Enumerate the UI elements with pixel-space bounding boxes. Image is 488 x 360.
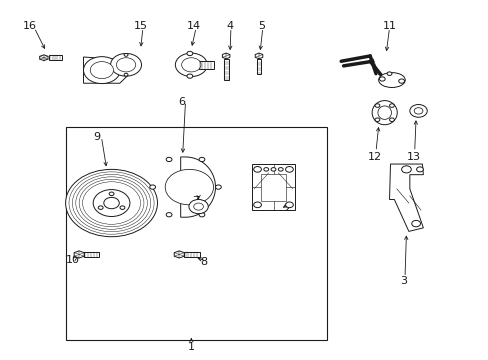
Circle shape bbox=[215, 185, 221, 189]
Circle shape bbox=[278, 168, 283, 171]
Bar bbox=[65, 127, 326, 339]
Text: 13: 13 bbox=[406, 152, 420, 162]
Text: 14: 14 bbox=[186, 21, 201, 31]
Text: 12: 12 bbox=[367, 152, 381, 162]
Circle shape bbox=[149, 185, 155, 189]
Polygon shape bbox=[174, 251, 184, 258]
Circle shape bbox=[285, 167, 293, 172]
Polygon shape bbox=[389, 164, 423, 231]
Text: 8: 8 bbox=[200, 257, 206, 266]
Circle shape bbox=[186, 74, 192, 78]
Circle shape bbox=[166, 213, 172, 217]
Text: 4: 4 bbox=[226, 21, 233, 31]
Bar bbox=[183, 252, 199, 257]
Polygon shape bbox=[180, 157, 215, 217]
Text: 11: 11 bbox=[382, 21, 396, 31]
Text: 10: 10 bbox=[66, 255, 80, 265]
Bar bbox=[223, 59, 228, 80]
Circle shape bbox=[379, 77, 385, 81]
Circle shape bbox=[124, 73, 128, 76]
Bar bbox=[251, 164, 295, 210]
Circle shape bbox=[199, 157, 204, 162]
Circle shape bbox=[411, 220, 420, 227]
Circle shape bbox=[83, 57, 120, 84]
Ellipse shape bbox=[377, 106, 391, 120]
Text: 2: 2 bbox=[284, 203, 291, 213]
Polygon shape bbox=[74, 251, 84, 258]
Text: 7: 7 bbox=[192, 196, 199, 206]
Circle shape bbox=[416, 167, 423, 172]
Bar bbox=[256, 59, 261, 74]
Bar bbox=[84, 252, 99, 257]
Circle shape bbox=[188, 199, 208, 214]
Bar bbox=[198, 60, 214, 69]
Circle shape bbox=[199, 213, 204, 217]
Circle shape bbox=[264, 168, 268, 171]
Text: 1: 1 bbox=[187, 342, 194, 352]
Circle shape bbox=[98, 206, 103, 210]
Ellipse shape bbox=[378, 73, 405, 87]
Circle shape bbox=[374, 118, 379, 122]
Circle shape bbox=[285, 202, 293, 208]
Bar bbox=[261, 174, 285, 201]
Polygon shape bbox=[83, 57, 133, 83]
Circle shape bbox=[389, 118, 393, 122]
Circle shape bbox=[109, 192, 114, 195]
Circle shape bbox=[90, 62, 113, 78]
Text: 3: 3 bbox=[400, 276, 407, 286]
Text: 5: 5 bbox=[257, 21, 264, 31]
Circle shape bbox=[386, 72, 391, 76]
Circle shape bbox=[253, 167, 261, 172]
Bar bbox=[49, 55, 62, 60]
Circle shape bbox=[181, 58, 201, 72]
Circle shape bbox=[413, 108, 422, 114]
Circle shape bbox=[409, 104, 427, 117]
Circle shape bbox=[193, 203, 203, 210]
Ellipse shape bbox=[371, 100, 396, 125]
Circle shape bbox=[389, 104, 393, 107]
Circle shape bbox=[401, 166, 410, 173]
Circle shape bbox=[124, 54, 128, 56]
Polygon shape bbox=[255, 53, 262, 59]
Circle shape bbox=[116, 58, 136, 72]
Circle shape bbox=[398, 79, 404, 83]
Circle shape bbox=[270, 168, 275, 171]
Circle shape bbox=[165, 169, 213, 205]
Circle shape bbox=[166, 157, 172, 162]
Circle shape bbox=[65, 169, 157, 237]
Text: 15: 15 bbox=[133, 21, 147, 31]
Text: 6: 6 bbox=[178, 97, 185, 107]
Polygon shape bbox=[40, 55, 48, 60]
Circle shape bbox=[175, 53, 207, 77]
Circle shape bbox=[186, 51, 192, 55]
Circle shape bbox=[110, 54, 141, 76]
Circle shape bbox=[103, 197, 119, 209]
Text: 16: 16 bbox=[22, 21, 36, 31]
Circle shape bbox=[374, 104, 379, 107]
Circle shape bbox=[253, 202, 261, 208]
Text: 9: 9 bbox=[93, 132, 101, 143]
Polygon shape bbox=[222, 53, 229, 59]
Circle shape bbox=[120, 206, 124, 210]
Circle shape bbox=[93, 190, 130, 216]
